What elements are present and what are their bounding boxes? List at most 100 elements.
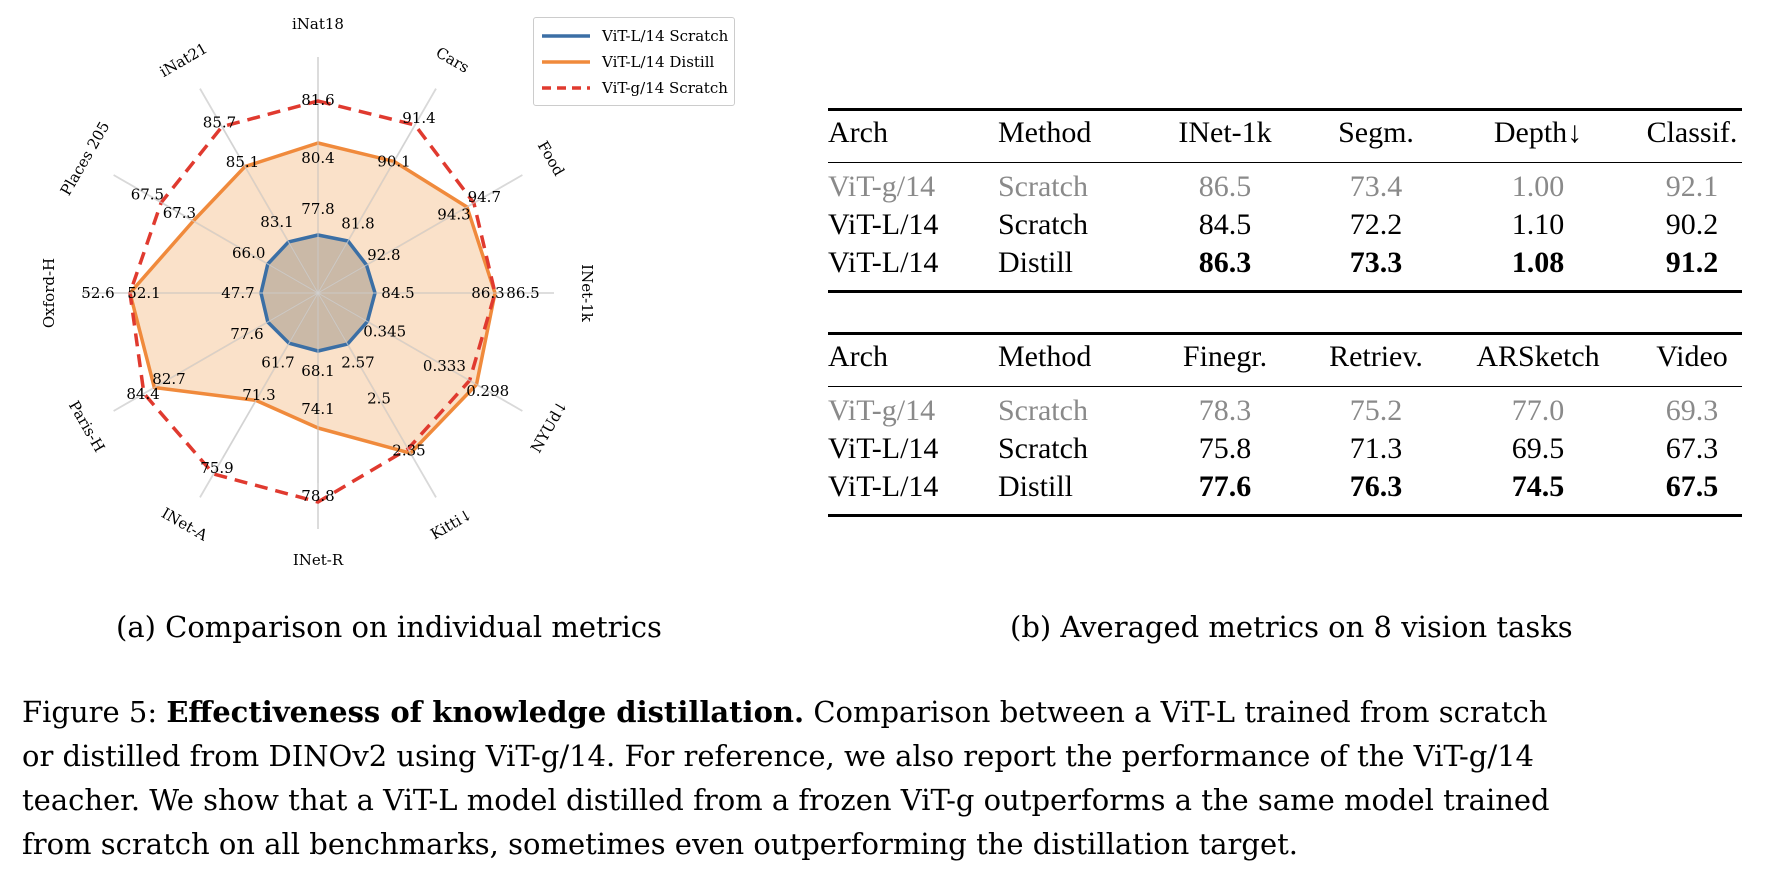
table-cell: Distill	[998, 470, 1074, 503]
data-label: 92.8	[367, 246, 400, 264]
data-label: 0.298	[466, 382, 509, 400]
axis-label: Cars	[433, 43, 473, 76]
legend-item-vitl-distill: ViT-L/14 Distill	[542, 49, 714, 75]
radar-spoke-inner	[317, 128, 414, 294]
table-cell: 73.3	[1349, 246, 1403, 279]
radar-chart: 77.8 81.8 92.8 84.5 0.345 2.57 68.1 61.7 77.6 47.…	[40, 15, 596, 569]
table-cell: Scratch	[998, 432, 1088, 465]
radar-spoke-inner	[222, 292, 319, 458]
radar-spoke-inner	[317, 197, 483, 294]
table-cell: 78.3	[1198, 394, 1252, 427]
legend-item-vitl-scratch: ViT-L/14 Scratch	[542, 23, 728, 49]
legend-label: ViT-L/14 Scratch	[602, 27, 729, 45]
axis-label: Food	[534, 138, 568, 180]
table-bottom-rule	[828, 514, 1742, 517]
data-label: 91.4	[402, 109, 435, 127]
axis-label: Kitti↓	[427, 505, 475, 543]
table-row: ViT-L/14 Distill 86.3 73.3 1.08 91.2	[828, 244, 1742, 282]
table-cell: 72.2	[1349, 208, 1403, 241]
column-header: Depth↓	[1493, 116, 1583, 149]
caption-line-4: from scratch on all benchmarks, sometime…	[22, 827, 1298, 861]
column-header: Retriev.	[1329, 340, 1423, 373]
table-cell: Scratch	[998, 394, 1088, 427]
column-header: Arch	[828, 340, 888, 373]
axis-label: iNat18	[292, 15, 344, 33]
data-label: 80.4	[301, 149, 334, 167]
column-header: Method	[998, 340, 1092, 373]
data-label: 84.5	[381, 284, 414, 302]
caption-line-1: Figure 5: Effectiveness of knowledge dis…	[22, 690, 1548, 734]
axis-label: INet-1k	[578, 264, 596, 323]
data-label: 84.4	[126, 385, 159, 403]
subfigure-caption-b: (b) Averaged metrics on 8 vision tasks	[1010, 610, 1573, 644]
table-cell: ViT-g/14	[828, 394, 936, 427]
table-row: ViT-L/14 Scratch 75.8 71.3 69.5 67.3	[828, 430, 1742, 468]
data-label: 71.3	[242, 386, 275, 404]
data-label: 85.7	[203, 113, 236, 131]
data-label: 86.5	[506, 284, 539, 302]
data-label: 78.8	[301, 487, 334, 505]
axis-label: Paris-H	[65, 398, 109, 456]
table-cell: 69.3	[1665, 394, 1719, 427]
data-label: 81.8	[341, 215, 374, 233]
table-cell: 86.3	[1198, 246, 1252, 279]
table-cell: 74.5	[1511, 470, 1565, 503]
table-cell: 67.3	[1665, 432, 1719, 465]
table-cell: 90.2	[1665, 208, 1719, 241]
table-bottom-rule	[828, 290, 1742, 293]
table-cell: 1.00	[1511, 170, 1565, 203]
data-label: 85.1	[226, 153, 259, 171]
axis-label: NYUd↓	[527, 397, 572, 456]
data-label: 66.0	[232, 244, 265, 262]
data-label: 47.7	[221, 284, 254, 302]
table-cell: Scratch	[998, 170, 1088, 203]
table-cell: 69.5	[1511, 432, 1565, 465]
axis-label: iNat21	[156, 39, 210, 81]
caption-line-2: or distilled from DINOv2 using ViT-g/14.…	[22, 739, 1535, 773]
legend-label: ViT-L/14 Distill	[602, 53, 715, 71]
column-header: Video	[1656, 340, 1728, 373]
radar-spoke-inner	[153, 197, 319, 294]
data-label: 0.333	[423, 357, 466, 375]
table-cell: Distill	[998, 246, 1074, 279]
table-cell: 1.08	[1511, 246, 1565, 279]
data-label: 2.57	[341, 353, 374, 371]
data-label: 74.1	[301, 400, 334, 418]
table-mid-rule	[828, 162, 1742, 164]
column-header: INet-1k	[1178, 116, 1272, 149]
column-header: Classif.	[1646, 116, 1738, 149]
table-cell: 77.0	[1511, 394, 1565, 427]
table-mid-rule	[828, 386, 1742, 388]
table-cell: Scratch	[998, 208, 1088, 241]
table-row: ViT-g/14 Scratch 86.5 73.4 1.00 92.1	[828, 168, 1742, 206]
data-label: 2.5	[367, 390, 391, 408]
table-top-rule	[828, 108, 1742, 111]
data-label: 86.3	[471, 284, 504, 302]
data-label: 94.7	[468, 188, 501, 206]
subfigure-caption-a: (a) Comparison on individual metrics	[116, 610, 662, 644]
radar-spoke-inner	[317, 292, 414, 458]
data-label: 75.9	[200, 459, 233, 477]
table-cell: ViT-g/14	[828, 170, 936, 203]
data-label: 52.1	[127, 284, 160, 302]
data-label: 94.3	[437, 206, 470, 224]
data-label: 82.7	[152, 370, 185, 388]
data-label: 61.7	[261, 353, 294, 371]
table-cell: 77.6	[1198, 470, 1252, 503]
table-row: ViT-L/14 Scratch 84.5 72.2 1.10 90.2	[828, 206, 1742, 244]
chart-legend: ViT-L/14 Scratch ViT-L/14 Distill ViT-g/…	[533, 17, 735, 106]
legend-item-vitg-scratch: ViT-g/14 Scratch	[542, 75, 728, 101]
table-top-rule	[828, 332, 1742, 335]
data-label: 2.35	[392, 442, 425, 460]
table-row: ViT-g/14 Scratch 78.3 75.2 77.0 69.3	[828, 392, 1742, 430]
radar-spoke-inner	[153, 292, 319, 389]
caption-label: Figure 5:	[22, 695, 158, 729]
table-row: ViT-L/14 Distill 77.6 76.3 74.5 67.5	[828, 468, 1742, 506]
caption-text: Comparison between a ViT-L trained from …	[813, 695, 1548, 729]
table-cell: 75.2	[1349, 394, 1403, 427]
column-header: Finegr.	[1182, 340, 1268, 373]
axis-label: INet-R	[293, 551, 344, 569]
radar-spoke-inner	[317, 292, 483, 389]
data-label: 81.6	[301, 91, 334, 109]
data-label: 52.6	[81, 284, 114, 302]
